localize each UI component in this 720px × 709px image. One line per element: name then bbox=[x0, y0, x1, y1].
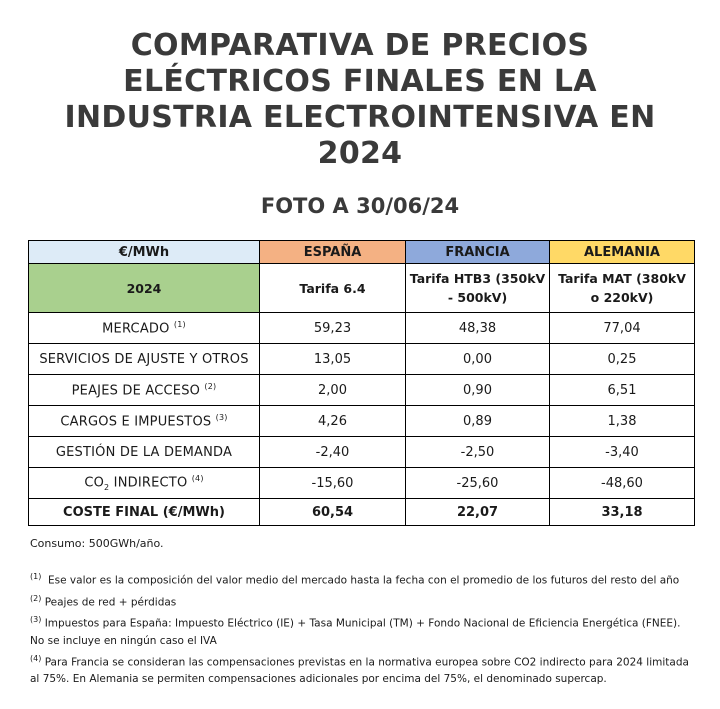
table-header-row: €/MWh ESPAÑA FRANCIA ALEMANIA bbox=[28, 240, 695, 264]
value-france: 48,38 bbox=[405, 312, 550, 344]
row-label-subscript: 2 bbox=[104, 482, 110, 492]
value-france: -2,50 bbox=[405, 436, 550, 468]
value-spain: -2,40 bbox=[259, 436, 406, 468]
title-line-1: COMPARATIVA DE PRECIOS bbox=[130, 28, 590, 63]
footnotes: (1) Ese valor es la composición del valo… bbox=[30, 568, 694, 688]
value-germany: -48,60 bbox=[549, 467, 695, 499]
footnote: (2) Peajes de red + pérdidas bbox=[30, 590, 694, 612]
tariff-germany: Tarifa MAT (380kV o 220kV) bbox=[549, 263, 695, 313]
table-total-row: COSTE FINAL (€/MWh) 60,54 22,07 33,18 bbox=[28, 498, 695, 526]
row-label: CARGOS E IMPUESTOS (3) bbox=[28, 405, 260, 437]
table-row: GESTIÓN DE LA DEMANDA -2,40 -2,50 -3,40 bbox=[28, 436, 695, 468]
value-germany: -3,40 bbox=[549, 436, 695, 468]
value-france: -25,60 bbox=[405, 467, 550, 499]
page-subtitle: FOTO A 30/06/24 bbox=[260, 194, 460, 218]
footnote: (3) Impuestos para España: Impuesto Eléc… bbox=[30, 611, 694, 650]
title-line-4: 2024 bbox=[317, 136, 403, 171]
header-spain: ESPAÑA bbox=[259, 240, 406, 264]
row-label-text: PEAJES DE ACCESO bbox=[71, 383, 201, 399]
row-note-mark: (2) bbox=[204, 381, 217, 391]
title-line-2: ELÉCTRICOS FINALES EN LA bbox=[123, 64, 597, 99]
table-subheader-row: 2024 Tarifa 6.4 Tarifa HTB3 (350kV - 500… bbox=[28, 263, 695, 313]
tariff-france: Tarifa HTB3 (350kV - 500kV) bbox=[405, 263, 550, 313]
value-germany: 1,38 bbox=[549, 405, 695, 437]
row-label-text: SERVICIOS DE AJUSTE Y OTROS bbox=[39, 351, 249, 367]
row-label: PEAJES DE ACCESO (2) bbox=[28, 374, 260, 406]
value-spain: -15,60 bbox=[259, 467, 406, 499]
table-row: CO2 INDIRECTO (4) -15,60 -25,60 -48,60 bbox=[28, 467, 695, 499]
total-label: COSTE FINAL (€/MWh) bbox=[28, 498, 260, 526]
footnote-text: Impuestos para España: Impuesto Eléctric… bbox=[30, 617, 681, 647]
value-spain: 2,00 bbox=[259, 374, 406, 406]
footnote: (1) Ese valor es la composición del valo… bbox=[30, 568, 694, 590]
header-france: FRANCIA bbox=[405, 240, 550, 264]
page-title: COMPARATIVA DE PRECIOS ELÉCTRICOS FINALE… bbox=[20, 28, 700, 172]
value-france: 0,00 bbox=[405, 343, 550, 375]
title-line-3: INDUSTRIA ELECTROINTENSIVA EN bbox=[64, 100, 656, 135]
footnote-mark: (4) bbox=[30, 653, 42, 663]
row-label: MERCADO (1) bbox=[28, 312, 260, 344]
row-note-mark: (1) bbox=[173, 319, 186, 329]
value-germany: 0,25 bbox=[549, 343, 695, 375]
row-label-text: CARGOS E IMPUESTOS bbox=[60, 414, 212, 430]
total-germany: 33,18 bbox=[549, 498, 695, 526]
row-note-mark: (3) bbox=[215, 412, 228, 422]
value-germany: 6,51 bbox=[549, 374, 695, 406]
price-comparison-table: €/MWh ESPAÑA FRANCIA ALEMANIA 2024 Tarif… bbox=[28, 240, 695, 526]
value-spain: 13,05 bbox=[259, 343, 406, 375]
row-label: SERVICIOS DE AJUSTE Y OTROS bbox=[28, 343, 260, 375]
footnote-mark: (1) bbox=[30, 572, 42, 581]
header-germany: ALEMANIA bbox=[549, 240, 695, 264]
value-spain: 59,23 bbox=[259, 312, 406, 344]
table-row: CARGOS E IMPUESTOS (3) 4,26 0,89 1,38 bbox=[28, 405, 695, 437]
value-france: 0,89 bbox=[405, 405, 550, 437]
footnote-text: Peajes de red + pérdidas bbox=[44, 596, 177, 608]
table-row: SERVICIOS DE AJUSTE Y OTROS 13,05 0,00 0… bbox=[28, 343, 695, 375]
table-row: PEAJES DE ACCESO (2) 2,00 0,90 6,51 bbox=[28, 374, 695, 406]
consumption-note: Consumo: 500GWh/año. bbox=[30, 537, 164, 550]
row-label-text: GESTIÓN DE LA DEMANDA bbox=[55, 444, 233, 460]
row-label-text: MERCADO bbox=[102, 321, 170, 337]
value-germany: 77,04 bbox=[549, 312, 695, 344]
footnote-text: Para Francia se consideran las compensac… bbox=[30, 656, 689, 685]
total-spain: 60,54 bbox=[259, 498, 406, 526]
row-label-text: CO bbox=[84, 475, 105, 491]
footnote: (4) Para Francia se consideran las compe… bbox=[30, 650, 694, 689]
header-unit: €/MWh bbox=[28, 240, 260, 264]
footnote-mark: (3) bbox=[30, 615, 42, 624]
tariff-spain: Tarifa 6.4 bbox=[259, 263, 406, 313]
value-france: 0,90 bbox=[405, 374, 550, 406]
row-label-text-suffix: INDIRECTO bbox=[109, 475, 188, 491]
row-note-mark: (4) bbox=[191, 474, 204, 484]
row-label: GESTIÓN DE LA DEMANDA bbox=[28, 436, 260, 468]
table-row: MERCADO (1) 59,23 48,38 77,04 bbox=[28, 312, 695, 344]
total-france: 22,07 bbox=[405, 498, 550, 526]
row-label: CO2 INDIRECTO (4) bbox=[28, 467, 260, 499]
subheader-year: 2024 bbox=[28, 263, 260, 313]
footnote-mark: (2) bbox=[30, 593, 42, 603]
value-spain: 4,26 bbox=[259, 405, 406, 437]
footnote-text: Ese valor es la composición del valor me… bbox=[48, 574, 680, 587]
